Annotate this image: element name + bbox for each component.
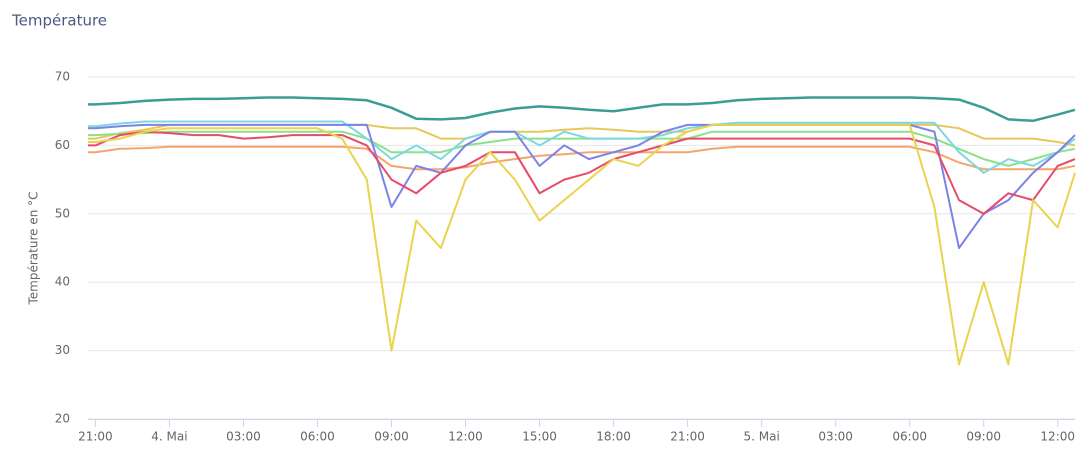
x-tick-label: 06:00 [892,430,927,444]
series-line [88,130,1076,167]
series-line [88,96,1076,123]
x-tick-label: 03:00 [226,430,261,444]
x-tick-label: 18:00 [596,430,631,444]
series-line [88,123,1076,366]
x-tick-label: 09:00 [374,430,409,444]
y-tick-label: 30 [55,343,70,357]
x-tick-label: 4. Mai [151,430,187,444]
y-tick-label: 40 [55,275,70,289]
x-tick-label: 12:00 [448,430,483,444]
y-tick-label: 60 [55,138,70,152]
x-tick-label: 15:00 [522,430,557,444]
x-tick-label: 21:00 [670,430,705,444]
series-line [88,145,1076,171]
x-tick-label: 06:00 [300,430,335,444]
x-tick-label: 12:00 [1040,430,1075,444]
y-tick-label: 70 [55,70,70,84]
x-tick-label: 21:00 [78,430,113,444]
series-line [88,130,1076,215]
x-tick-label: 03:00 [818,430,853,444]
x-tick-label: 5. Mai [743,430,779,444]
series-line [88,123,1076,249]
y-tick-label: 50 [55,206,70,220]
x-tick-label: 09:00 [966,430,1001,444]
y-tick-label: 20 [55,412,70,426]
chart-title: Température [11,12,107,30]
series-line [88,120,1076,174]
y-axis-label: Température en °C [27,191,41,305]
